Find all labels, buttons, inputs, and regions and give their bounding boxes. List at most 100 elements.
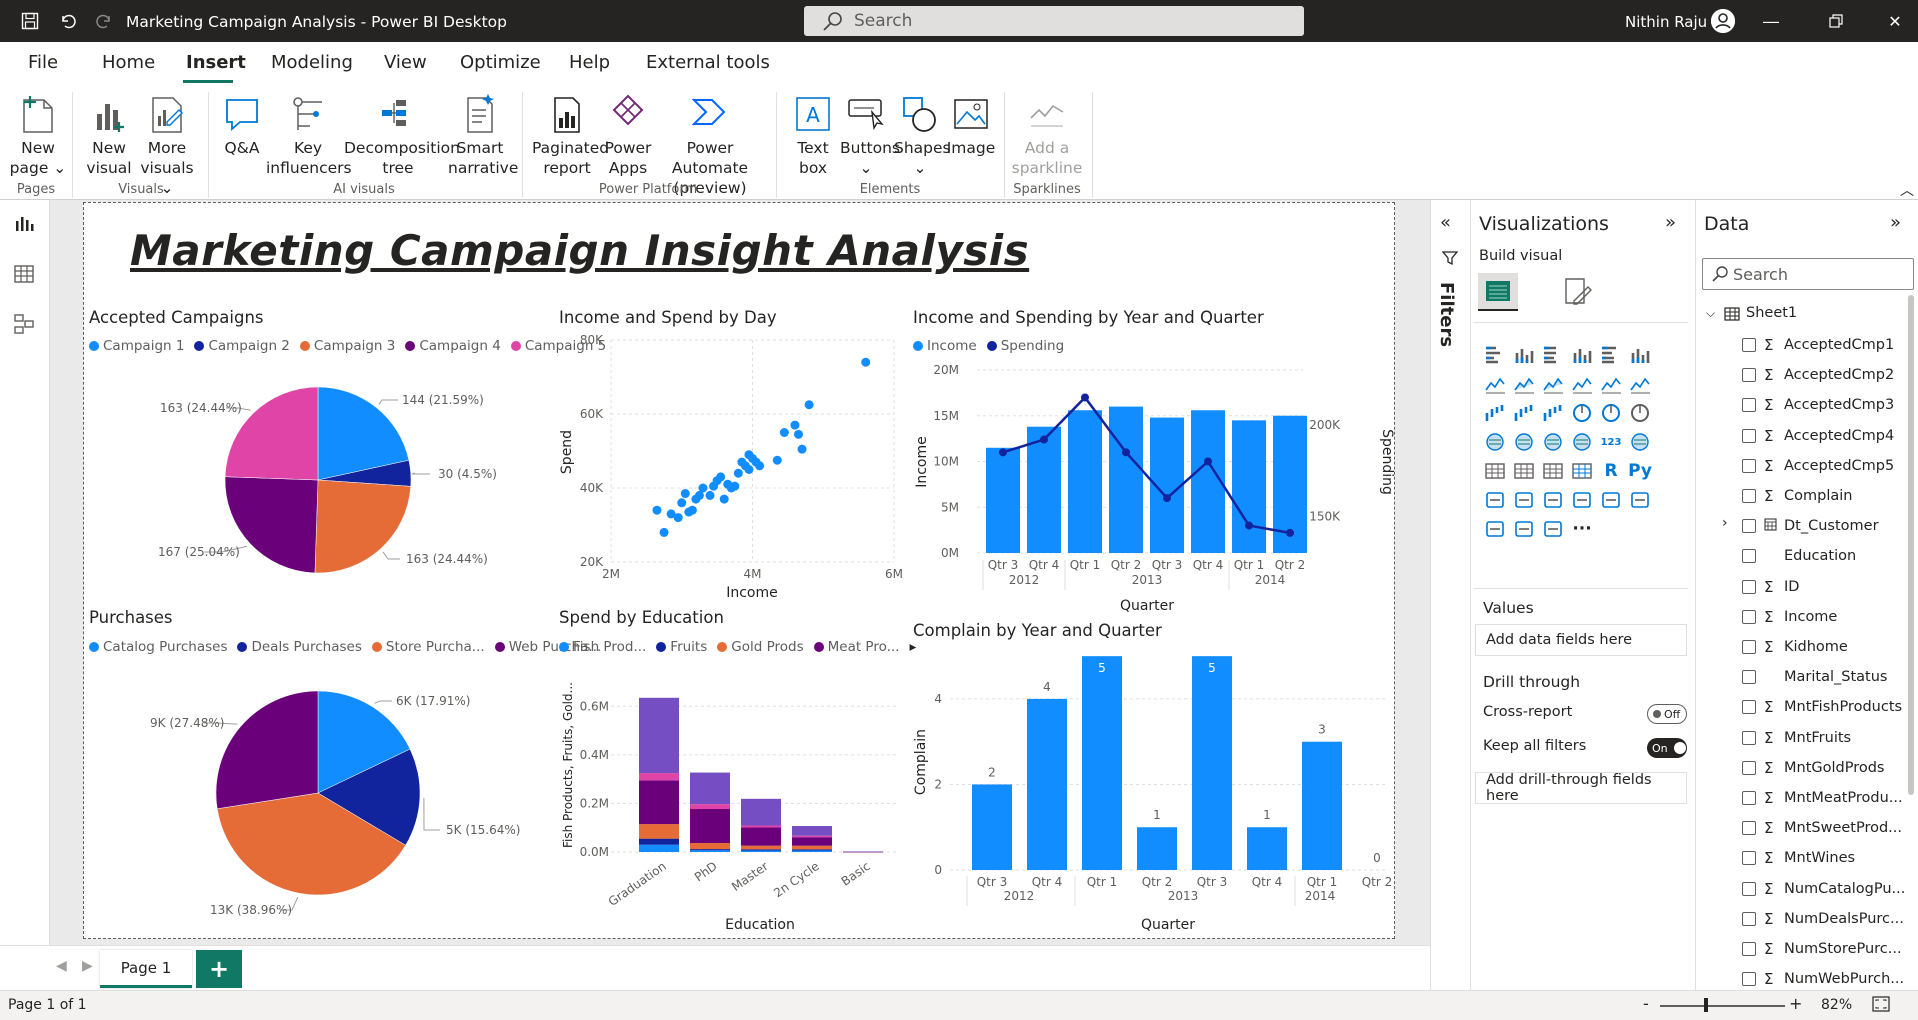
field-checkbox[interactable] — [1742, 700, 1756, 715]
data-search-input[interactable]: Search — [1702, 258, 1914, 290]
field-checkbox[interactable] — [1742, 821, 1756, 836]
line-stacked-column-visual-icon[interactable] — [1599, 372, 1623, 396]
collapse-viz-icon[interactable]: » — [1665, 212, 1677, 233]
minimize-icon[interactable]: ― — [1763, 11, 1779, 31]
area-visual-icon[interactable] — [1512, 372, 1536, 396]
power-automate-visual-icon[interactable] — [1512, 517, 1536, 541]
image-button[interactable]: Image — [946, 92, 996, 158]
zoom-in-icon[interactable]: + — [1789, 994, 1803, 1013]
field-checkbox[interactable] — [1742, 489, 1756, 503]
field-checkbox[interactable] — [1742, 670, 1756, 685]
table-visual-icon[interactable] — [1541, 459, 1565, 483]
legend-item[interactable]: Deals Purchases — [237, 639, 362, 655]
keep-filters-toggle[interactable]: On — [1647, 738, 1687, 758]
text-box-button[interactable]: A Text box — [788, 92, 838, 178]
legend-item[interactable]: Store Purcha... — [371, 639, 485, 655]
kpi-visual-icon[interactable] — [1483, 459, 1507, 483]
legend-item[interactable]: Campaign 5 — [510, 338, 606, 354]
100-bar-visual-icon[interactable] — [1599, 343, 1623, 367]
legend-item[interactable]: Campaign 1 — [89, 338, 184, 354]
restore-icon[interactable] — [1825, 10, 1847, 32]
field-checkbox[interactable] — [1742, 519, 1756, 534]
collapse-ribbon-icon[interactable]: ︿ — [1900, 183, 1914, 199]
legend-item[interactable]: Fruits — [656, 639, 707, 655]
menu-insert[interactable]: Insert — [186, 52, 246, 73]
paginated-report-button[interactable]: Paginated report — [532, 92, 609, 178]
ribbon-visual-icon[interactable] — [1628, 372, 1652, 396]
cross-report-toggle[interactable]: Off — [1647, 704, 1687, 724]
data-field[interactable]: Σ MntGoldProds — [1742, 757, 1907, 779]
legend-next-icon[interactable]: ▸ — [909, 639, 917, 655]
data-field[interactable]: Σ ID — [1742, 576, 1907, 598]
scatter-visual-icon[interactable] — [1541, 401, 1565, 425]
data-field[interactable]: Σ MntSweetProd... — [1742, 817, 1907, 839]
power-apps-button[interactable]: Power Apps — [600, 92, 656, 178]
search-box[interactable]: Search — [804, 6, 1304, 36]
decomposition-visual-icon[interactable] — [1512, 488, 1536, 512]
new-visual-button[interactable]: New visual — [84, 92, 134, 178]
legend-item[interactable]: Catalog Purchases — [89, 639, 227, 655]
collapse-filters-icon[interactable]: « — [1440, 212, 1452, 233]
model-view-icon[interactable] — [12, 312, 38, 338]
menu-optimize[interactable]: Optimize — [460, 52, 541, 73]
field-checkbox[interactable] — [1742, 338, 1756, 352]
field-checkbox[interactable] — [1742, 972, 1756, 987]
map-visual-icon[interactable] — [1483, 430, 1507, 454]
collapse-data-icon[interactable]: » — [1890, 212, 1902, 233]
data-field[interactable]: Σ AcceptedCmp3 — [1742, 394, 1907, 416]
data-field[interactable]: Σ Kidhome — [1742, 636, 1907, 658]
menu-modeling[interactable]: Modeling — [271, 52, 353, 73]
matrix-visual-icon[interactable] — [1570, 459, 1594, 483]
format-visual-icon[interactable] — [1562, 275, 1594, 313]
field-checkbox[interactable] — [1742, 398, 1756, 413]
data-field[interactable]: Σ AcceptedCmp5 — [1742, 455, 1907, 477]
paginated-visual-icon[interactable] — [1628, 488, 1652, 512]
python-visual-icon[interactable]: Py — [1628, 461, 1652, 481]
add-page-button[interactable]: + — [196, 950, 242, 988]
menu-external-tools[interactable]: External tools — [646, 52, 770, 73]
data-field[interactable]: Σ NumCatalogPu... — [1742, 878, 1907, 900]
field-checkbox[interactable] — [1742, 760, 1756, 775]
smart-narrative-button[interactable]: Smart narrative — [448, 92, 518, 178]
field-checkbox[interactable] — [1742, 942, 1756, 956]
multi-row-card-visual-icon[interactable] — [1628, 430, 1652, 454]
legend-item[interactable]: Income — [913, 338, 977, 354]
field-checkbox[interactable] — [1742, 428, 1756, 443]
chevron-down-icon[interactable]: ⌵ — [1706, 306, 1716, 320]
field-checkbox[interactable] — [1742, 911, 1756, 926]
menu-file[interactable]: File — [28, 52, 59, 73]
data-field[interactable]: Dt_Customer — [1742, 515, 1907, 537]
legend-item[interactable]: Campaign 4 — [405, 338, 501, 354]
data-scrollbar[interactable] — [1908, 295, 1914, 795]
legend-item[interactable]: Spending — [986, 338, 1064, 354]
power-automate-button[interactable]: Power Automate (preview) — [652, 92, 768, 198]
qa-button[interactable]: Q&A — [220, 92, 264, 158]
page-tab[interactable]: Page 1 — [100, 950, 192, 988]
filled-map-visual-icon[interactable] — [1512, 430, 1536, 454]
menu-view[interactable]: View — [384, 52, 427, 73]
slicer-visual-icon[interactable] — [1512, 459, 1536, 483]
card-visual-icon[interactable]: 123 — [1600, 436, 1622, 448]
key-influencers-visual-icon[interactable] — [1483, 488, 1507, 512]
legend-item[interactable]: Web Purcha... — [494, 639, 601, 655]
line-clustered-column-visual-icon[interactable] — [1570, 372, 1594, 396]
field-checkbox[interactable] — [1742, 579, 1756, 594]
legend-item[interactable]: Meat Pro... — [813, 639, 899, 655]
funnel-visual-icon[interactable] — [1512, 401, 1536, 425]
data-field[interactable]: Σ MntMeatProdu... — [1742, 787, 1907, 809]
stacked-area-visual-icon[interactable] — [1541, 372, 1565, 396]
clustered-bar-visual-icon[interactable] — [1541, 343, 1565, 367]
data-field[interactable]: Σ Income — [1742, 606, 1907, 628]
zoom-slider[interactable] — [1660, 1005, 1785, 1007]
save-icon[interactable] — [18, 9, 42, 33]
avatar[interactable] — [1711, 9, 1735, 33]
table-view-icon[interactable] — [12, 262, 38, 288]
azure-map-visual-icon[interactable] — [1541, 430, 1565, 454]
report-view-icon[interactable] — [12, 212, 38, 238]
data-field[interactable]: Σ MntFishProducts — [1742, 696, 1907, 718]
key-influencers-button[interactable]: Key influencers — [266, 92, 352, 178]
data-field[interactable]: Education — [1742, 545, 1907, 567]
filters-label[interactable]: Filters — [1436, 282, 1457, 348]
data-field[interactable]: Σ AcceptedCmp2 — [1742, 364, 1907, 386]
more-visuals-button[interactable]: More visuals ⌄ — [136, 92, 198, 198]
